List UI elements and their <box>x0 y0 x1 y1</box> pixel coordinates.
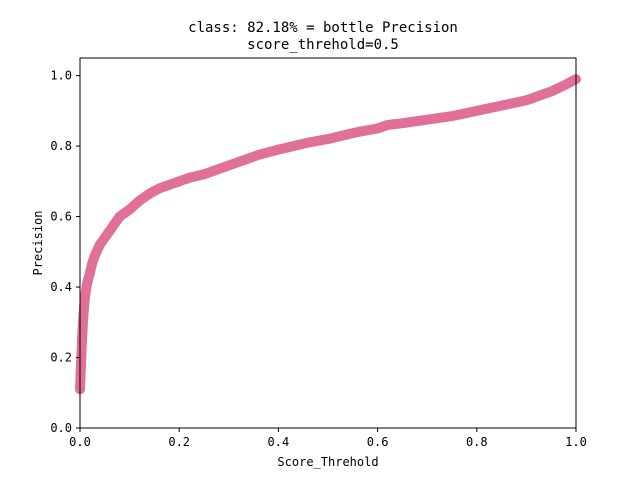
y-tick-label: 0.6 <box>50 210 72 224</box>
y-tick-label: 0.2 <box>50 351 72 365</box>
chart-marks <box>75 74 581 395</box>
chart-title: class: 82.18% = bottle Precision <box>188 20 458 36</box>
x-tick-label: 0.8 <box>466 435 488 449</box>
y-tick-label: 0.8 <box>50 139 72 153</box>
x-tick-label: 0.4 <box>268 435 290 449</box>
y-axis-label: Precision <box>31 210 45 275</box>
x-tick-label: 0.0 <box>69 435 91 449</box>
x-tick-label: 1.0 <box>565 435 587 449</box>
y-tick-label: 0.0 <box>50 421 72 435</box>
y-tick-label: 0.4 <box>50 280 72 294</box>
chart-subtitle: score_threhold=0.5 <box>247 37 399 53</box>
x-tick-label: 0.2 <box>168 435 190 449</box>
plot-frame <box>79 57 577 429</box>
y-axis-ticks: 0.0 0.2 0.4 0.6 0.8 1.0 <box>50 69 80 435</box>
x-axis-label: Score_Threhold <box>277 455 378 469</box>
y-tick-label: 1.0 <box>50 69 72 83</box>
x-axis-ticks: 0.0 0.2 0.4 0.6 0.8 1.0 <box>69 428 587 449</box>
x-tick-label: 0.6 <box>367 435 389 449</box>
